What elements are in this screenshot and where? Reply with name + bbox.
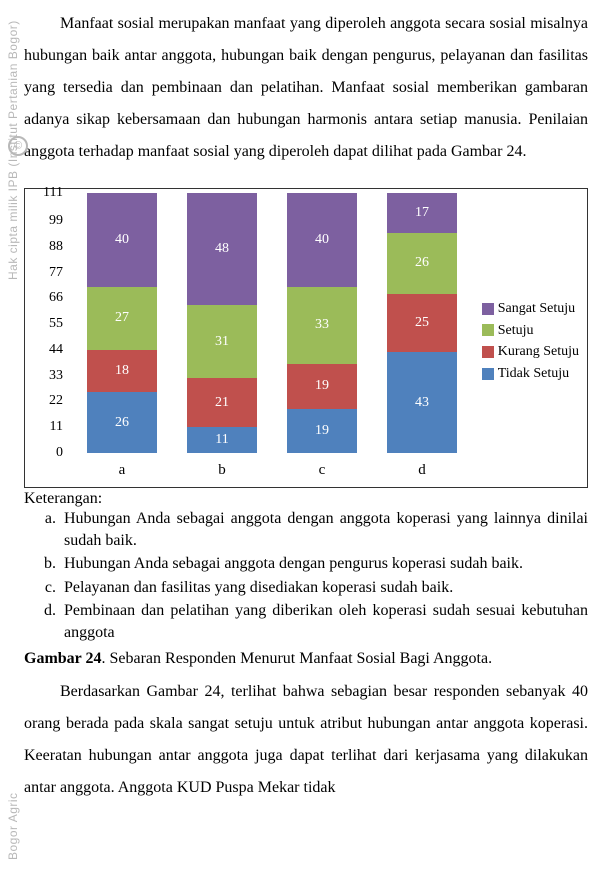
watermark-text-2: Bogor Agric	[6, 792, 20, 860]
bar-segment: 18	[87, 350, 157, 392]
plot-area: 26182740112131481919334043252617	[67, 195, 451, 453]
keterangan-item: Hubungan Anda sebagai anggota dengan pen…	[60, 553, 588, 575]
bar-segment: 40	[87, 193, 157, 287]
bar-segment: 19	[287, 409, 357, 454]
y-tick-label: 55	[31, 316, 63, 332]
caption-text: . Sebaran Responden Menurut Manfaat Sosi…	[101, 650, 492, 667]
page: Manfaat sosial merupakan manfaat yang di…	[0, 0, 612, 804]
legend-item: Setuju	[482, 321, 579, 341]
y-tick-label: 44	[31, 342, 63, 358]
watermark-text-1: Hak cipta milik IPB (Institut Pertanian …	[6, 20, 20, 280]
caption-number: Gambar 24	[24, 650, 101, 667]
bar-segment: 17	[387, 193, 457, 233]
legend-swatch	[482, 346, 494, 358]
legend-label: Tidak Setuju	[498, 364, 569, 384]
bar-segment: 40	[287, 193, 357, 287]
y-tick-label: 88	[31, 239, 63, 255]
keterangan-item: Pelayanan dan fasilitas yang disediakan …	[60, 577, 588, 599]
y-tick-label: 77	[31, 265, 63, 281]
y-tick-label: 66	[31, 290, 63, 306]
bar-column-b: 11213148	[187, 193, 257, 453]
bar-column-c: 19193340	[287, 193, 357, 453]
bar-column-a: 26182740	[87, 193, 157, 453]
bar-segment: 19	[287, 364, 357, 409]
keterangan-item: Pembinaan dan pelatihan yang diberikan o…	[60, 600, 588, 643]
paragraph-1: Manfaat sosial merupakan manfaat yang di…	[24, 8, 588, 168]
bar-segment: 33	[287, 287, 357, 364]
bar-segment: 26	[387, 233, 457, 294]
y-tick-label: 22	[31, 393, 63, 409]
y-tick-label: 111	[31, 185, 63, 201]
legend-label: Sangat Setuju	[498, 299, 575, 319]
x-tick-label: a	[87, 462, 157, 479]
y-tick-label: 11	[31, 419, 63, 435]
keterangan-heading: Keterangan:	[24, 490, 588, 508]
figure-caption: Gambar 24. Sebaran Responden Menurut Man…	[24, 650, 588, 668]
bar-segment: 11	[187, 427, 257, 453]
y-tick-label: 0	[31, 445, 63, 461]
bar-segment: 25	[387, 294, 457, 353]
legend-label: Kurang Setuju	[498, 342, 579, 362]
x-tick-label: c	[287, 462, 357, 479]
bar-segment: 26	[87, 392, 157, 453]
chart-gambar-24: 26182740112131481919334043252617 0112233…	[24, 188, 588, 488]
bar-segment: 31	[187, 305, 257, 378]
legend-label: Setuju	[498, 321, 534, 341]
bar-segment: 27	[87, 287, 157, 350]
x-tick-label: b	[187, 462, 257, 479]
legend-swatch	[482, 324, 494, 336]
legend-item: Sangat Setuju	[482, 299, 579, 319]
legend-swatch	[482, 303, 494, 315]
keterangan-list: Hubungan Anda sebagai anggota dengan ang…	[24, 508, 588, 644]
bar-column-d: 43252617	[387, 193, 457, 453]
x-tick-label: d	[387, 462, 457, 479]
y-tick-label: 33	[31, 368, 63, 384]
y-tick-label: 99	[31, 213, 63, 229]
legend-item: Tidak Setuju	[482, 364, 579, 384]
chart-legend: Sangat SetujuSetujuKurang SetujuTidak Se…	[482, 299, 579, 385]
bar-segment: 43	[387, 352, 457, 453]
keterangan-item: Hubungan Anda sebagai anggota dengan ang…	[60, 508, 588, 551]
bar-segment: 48	[187, 193, 257, 305]
paragraph-2: Berdasarkan Gambar 24, terlihat bahwa se…	[24, 676, 588, 804]
bar-segment: 21	[187, 378, 257, 427]
legend-item: Kurang Setuju	[482, 342, 579, 362]
legend-swatch	[482, 368, 494, 380]
